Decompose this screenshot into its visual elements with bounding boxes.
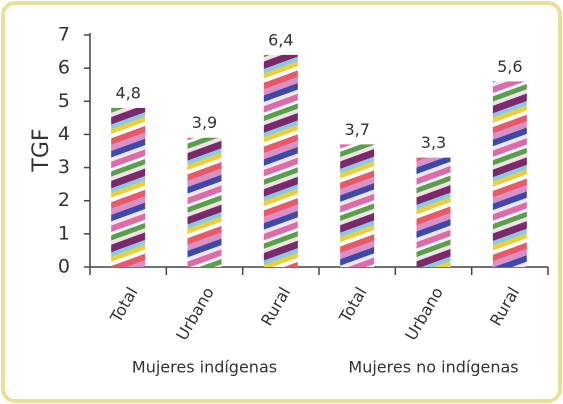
value-label: 3,9 xyxy=(192,113,217,132)
group-label: Mujeres indígenas xyxy=(132,358,277,377)
bar xyxy=(263,54,298,268)
y-axis-label: TGF xyxy=(29,128,54,172)
value-label: 3,7 xyxy=(344,120,369,139)
value-label: 5,6 xyxy=(497,57,522,76)
bar xyxy=(492,81,527,268)
y-tick-label: 4 xyxy=(58,123,70,145)
bar xyxy=(111,107,146,268)
value-label: 3,3 xyxy=(421,133,446,152)
y-tick-label: 7 xyxy=(58,24,70,46)
bar xyxy=(416,157,451,267)
y-tick-label: 5 xyxy=(58,90,70,112)
bar xyxy=(340,144,375,267)
y-tick-label: 1 xyxy=(58,222,70,244)
bar xyxy=(187,137,222,267)
value-label: 4,8 xyxy=(115,83,140,102)
y-tick-label: 2 xyxy=(58,189,70,211)
value-label: 6,4 xyxy=(268,30,293,49)
y-tick-label: 6 xyxy=(58,57,70,79)
y-tick-label: 0 xyxy=(58,256,70,278)
y-tick-label: 3 xyxy=(58,156,70,178)
group-label: Mujeres no indígenas xyxy=(348,358,518,377)
